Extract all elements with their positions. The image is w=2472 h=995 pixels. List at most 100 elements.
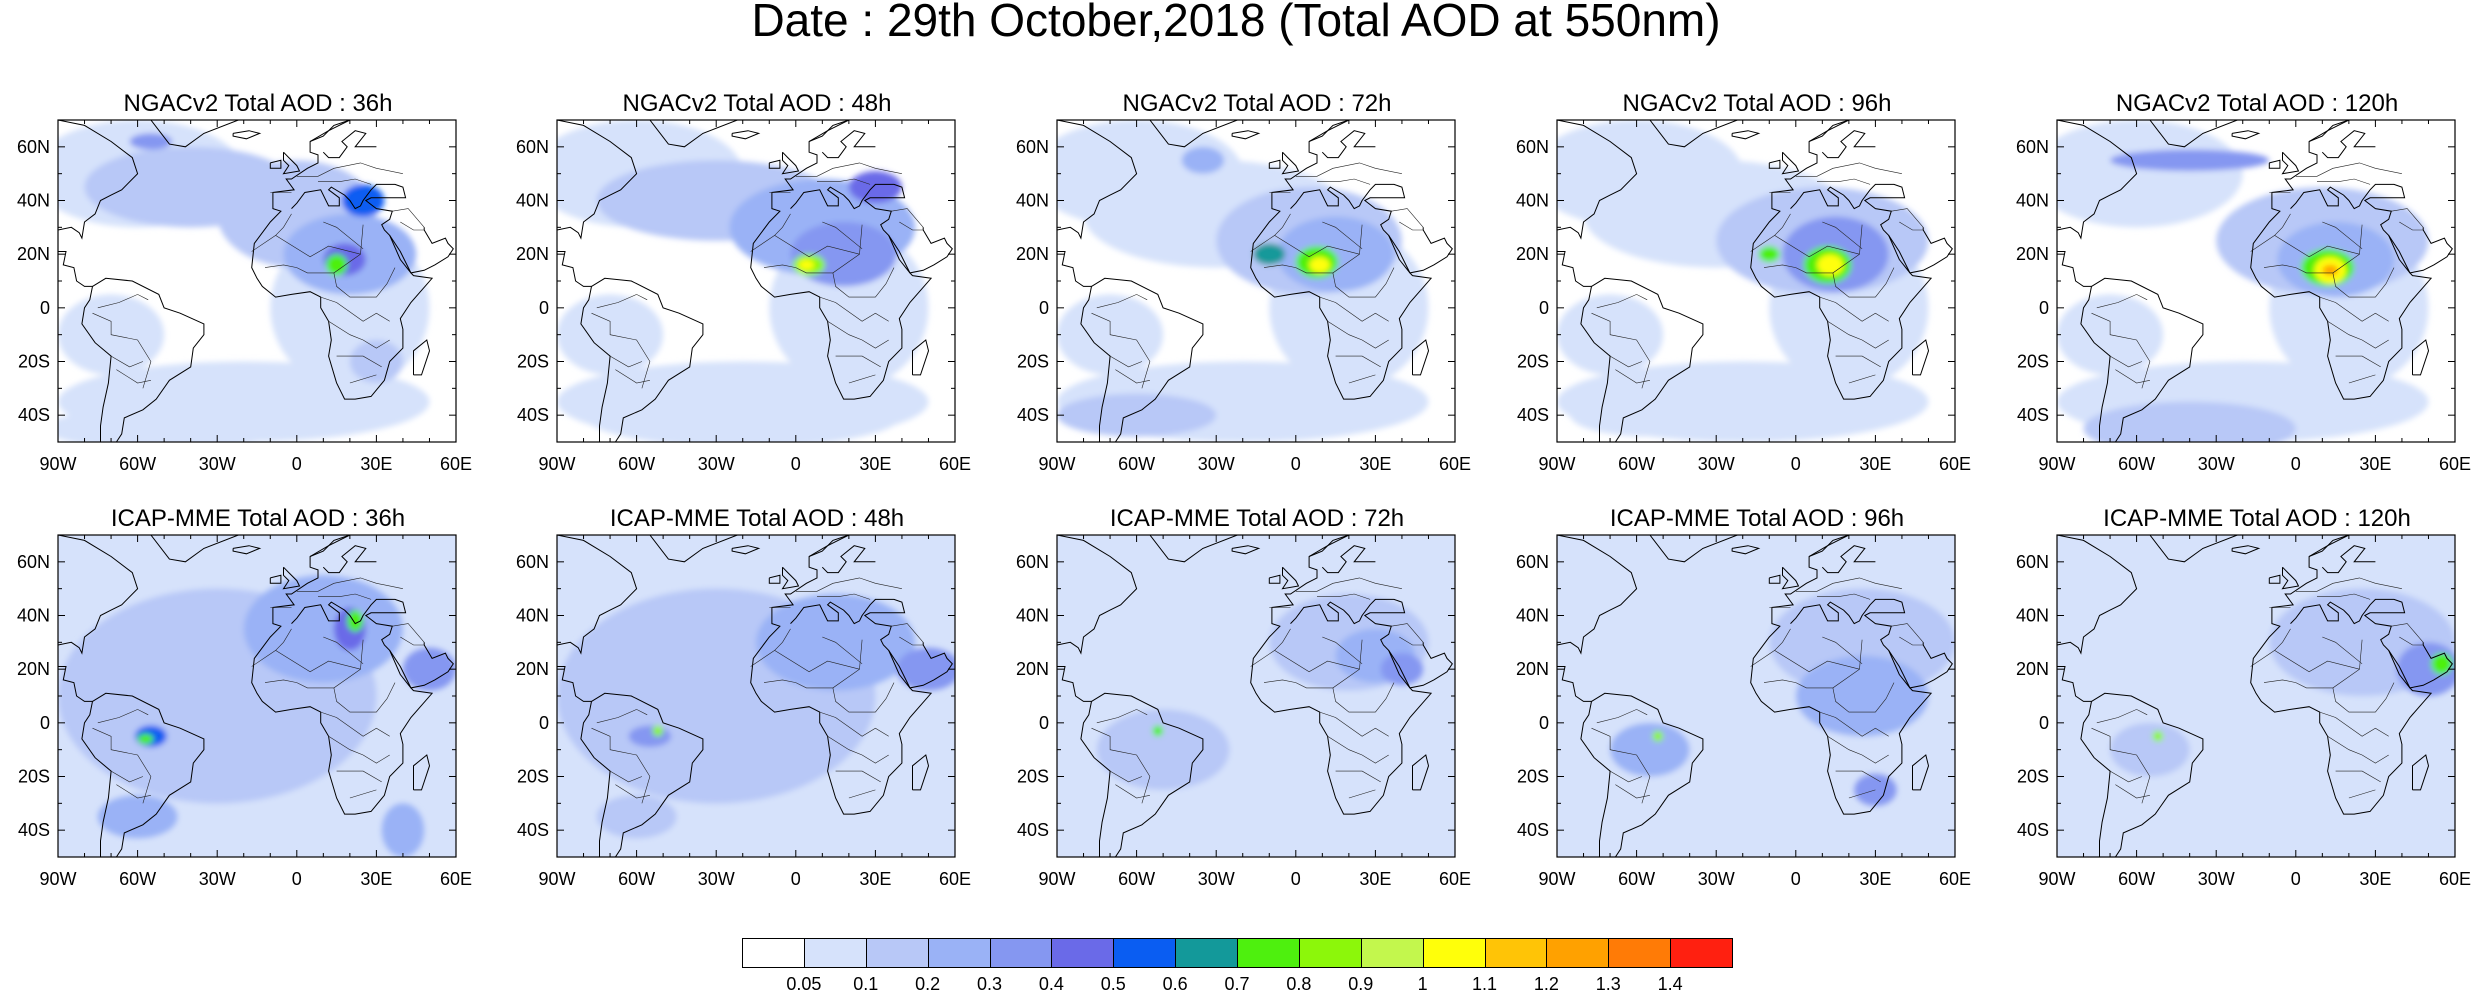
country-border (899, 221, 924, 231)
coastline (2388, 642, 2453, 689)
map-panel-icap-96: ICAP-MME Total AOD : 96h 90W 60W 30W 0 30E 60E… (1516, 505, 1971, 925)
coastline (808, 535, 871, 557)
coastline (2057, 251, 2092, 287)
coastline (2281, 151, 2300, 175)
country-border (1091, 727, 1151, 804)
colorbar-legend: 0.05 0.1 0.2 0.3 0.4 0.5 0.6 0.7 0.8 0.9 1 1.1 1.2 1.… (742, 938, 1733, 994)
lon-tick-label: 30W (1198, 869, 1235, 889)
aod-field (402, 647, 456, 691)
country-border (1250, 628, 1291, 667)
coastline (2388, 227, 2453, 274)
coastline (322, 545, 377, 574)
country-border (1827, 736, 1889, 764)
lat-tick-label: 0 (2039, 713, 2049, 733)
lat-tick-label: 60N (516, 552, 549, 572)
country-border (2332, 682, 2395, 713)
lat-tick-label: 0 (539, 298, 549, 318)
coastline (750, 120, 933, 400)
country-border (774, 650, 860, 673)
coastline (2250, 120, 2433, 400)
lat-tick-label: 40S (2017, 405, 2049, 425)
country-border (1899, 221, 1924, 231)
country-border (116, 784, 151, 799)
colorbar-swatch (1422, 938, 1486, 968)
coastline (1281, 566, 1300, 590)
colorbar-label: 1.4 (1657, 974, 1683, 994)
country-border (2327, 736, 2389, 764)
coastline (2231, 545, 2261, 555)
lon-tick-label: 60W (1618, 869, 1655, 889)
lon-tick-label: 30W (199, 869, 236, 889)
country-border (1295, 162, 1402, 177)
panel-title: NGACv2 Total AOD : 120h (2115, 90, 2399, 117)
country-border (827, 321, 889, 349)
country-border (1832, 267, 1895, 298)
country-border (1115, 784, 1150, 799)
aod-field (583, 382, 902, 442)
country-border (1848, 374, 1876, 384)
coastline (2412, 754, 2430, 791)
lat-tick-label: 40S (1517, 405, 1549, 425)
aod-field (2322, 264, 2339, 276)
country-border (1096, 294, 1148, 309)
coastline (1649, 120, 1738, 148)
coastline (1250, 120, 1433, 400)
coastline (269, 159, 282, 169)
country-border (251, 213, 292, 252)
coastline (58, 251, 93, 287)
map-plot: 90W 60W 30W 0 30E 60E 60N 40N 20N 0 20S 40S (17, 534, 472, 889)
map-panel-ngac-120: NGACv2 Total AOD : 120h 90W 60W 30W 0 30E 60E 6… (2016, 90, 2471, 510)
lat-tick-label: 40S (18, 405, 50, 425)
coastline (1057, 120, 1138, 240)
lon-tick-label: 30E (1359, 869, 1391, 889)
aod-field (652, 725, 664, 737)
lat-tick-label: 20S (18, 767, 50, 787)
lon-tick-label: 30W (1198, 454, 1235, 474)
country-border (92, 312, 152, 389)
country-border (1609, 355, 1643, 368)
lat-tick-label: 40S (2017, 820, 2049, 840)
coastline (1649, 535, 1738, 563)
coastline (821, 545, 876, 574)
coastline (1557, 535, 1638, 655)
lon-tick-label: 0 (1791, 454, 1801, 474)
country-border (819, 296, 889, 322)
coastline (1080, 277, 1204, 442)
aod-field (2057, 120, 2243, 228)
map-panel-ngac-48: NGACv2 Total AOD : 48h 90W 60W 30W 0 30E 60E 60… (516, 90, 971, 510)
coastline (58, 120, 139, 240)
coastline (1821, 545, 1876, 574)
country-border (591, 727, 651, 804)
country-border (2115, 369, 2150, 384)
lon-tick-label: 90W (1538, 454, 1575, 474)
country-border (1274, 235, 1360, 258)
lon-tick-label: 90W (538, 869, 575, 889)
panel-title: ICAP-MME Total AOD : 120h (2103, 505, 2411, 532)
coastline (1388, 227, 1453, 274)
colorbar-swatch (1360, 938, 1424, 968)
country-border (392, 623, 425, 643)
country-border (1795, 577, 1902, 592)
coastline (1750, 535, 1933, 815)
country-border (2295, 162, 2402, 177)
colorbar-swatch (1175, 938, 1238, 968)
coastline (1057, 535, 1138, 655)
lat-tick-label: 40S (1017, 820, 1049, 840)
lat-tick-label: 0 (1539, 713, 1549, 733)
country-border (110, 770, 144, 783)
country-border (1591, 312, 1651, 389)
lon-tick-label: 30E (360, 454, 392, 474)
country-border (1319, 711, 1389, 737)
country-border (1596, 709, 1648, 724)
lat-tick-label: 40N (1016, 191, 1049, 211)
country-border (2391, 623, 2424, 643)
map-plot: 90W 60W 30W 0 30E 60E 60N 40N 20N 0 20S 40S (2016, 534, 2471, 889)
aod-field (2110, 149, 2270, 171)
country-border (1822, 221, 1863, 250)
country-border (817, 593, 871, 600)
coastline (649, 120, 738, 148)
country-border (323, 221, 364, 250)
lon-tick-label: 60E (939, 454, 971, 474)
aod-field (2083, 401, 2296, 442)
country-border (1835, 770, 1881, 783)
